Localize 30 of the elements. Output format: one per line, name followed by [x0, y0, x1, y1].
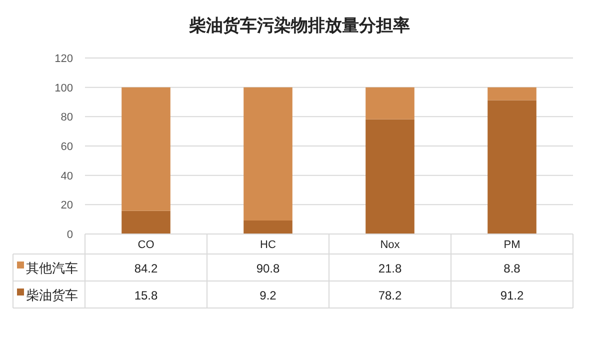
- y-tick-label: 100: [54, 82, 73, 94]
- data-label: 21.8: [378, 262, 402, 276]
- data-label: 15.8: [134, 288, 158, 302]
- x-tick-label: HC: [260, 239, 276, 251]
- y-tick-label: 120: [54, 53, 73, 65]
- bar: [244, 220, 292, 234]
- data-label: 78.2: [378, 288, 402, 302]
- data-label: 84.2: [134, 262, 158, 276]
- x-tick-label: PM: [504, 239, 520, 251]
- y-tick-label: 40: [60, 170, 73, 182]
- legend-label: 其他汽车: [26, 260, 78, 276]
- bar: [366, 119, 414, 234]
- bar: [244, 87, 292, 221]
- y-tick-label: 20: [60, 200, 73, 212]
- bar: [122, 87, 170, 211]
- x-tick-label: CO: [138, 239, 155, 251]
- x-tick-label: Nox: [380, 239, 400, 251]
- y-tick-label: 60: [60, 141, 73, 153]
- bar: [122, 210, 170, 234]
- data-label: 8.8: [504, 262, 521, 276]
- bar: [366, 87, 414, 120]
- y-tick-label: 80: [60, 112, 73, 124]
- data-label: 9.2: [260, 288, 277, 302]
- data-label: 90.8: [256, 262, 280, 276]
- chart-title: 柴油货车污染物排放量分担率: [188, 16, 410, 35]
- bar: [488, 87, 536, 100]
- y-tick-label: 0: [66, 229, 73, 241]
- data-label: 91.2: [500, 288, 524, 302]
- bar: [488, 100, 536, 234]
- legend-label: 柴油货车: [26, 288, 78, 302]
